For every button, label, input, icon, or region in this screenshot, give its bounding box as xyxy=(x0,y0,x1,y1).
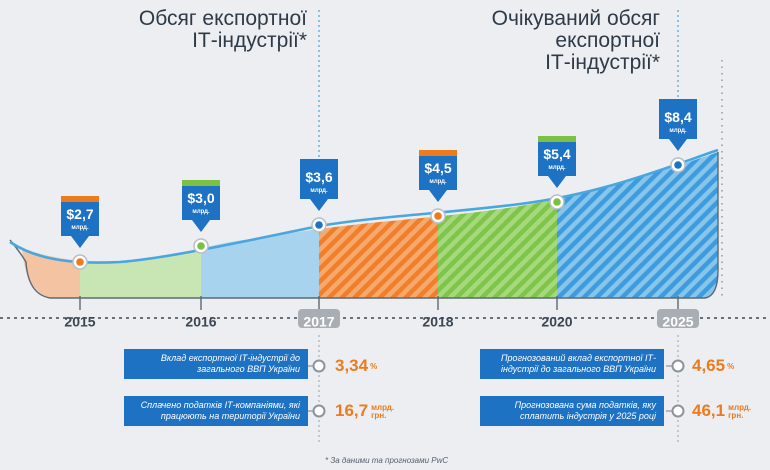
stat-connector-dot xyxy=(671,359,685,373)
stat-value-taxes-2025: 46,1 млрд. грн. xyxy=(692,401,751,421)
stat-connector-dot xyxy=(312,404,326,418)
stat-number-gdp-share-2017: 3,34 xyxy=(335,356,369,375)
stat-box-taxes-2017: Сплачено податків ІТ-компаніями, які пра… xyxy=(124,396,308,426)
stat-value-gdp-share-2025: 4,65% xyxy=(692,356,734,376)
marker-dot-2016 xyxy=(197,242,205,250)
chart-markers: $2,7млрд.$3,0млрд.$3,6млрд.$4,5млрд.$5,4… xyxy=(61,99,697,270)
stat-number-taxes-2017: 16,7 xyxy=(335,401,369,420)
stat-unit-gdp-share-2025: % xyxy=(727,361,735,371)
value-label-2015: $2,7 xyxy=(66,206,93,222)
stat-connector-dot xyxy=(671,404,685,418)
year-label-bg-2025 xyxy=(657,309,699,328)
unit-label-2018: млрд. xyxy=(429,179,447,185)
stat-text-gdp-share-2025: Прогнозований вклад експортної ІТ-індуст… xyxy=(500,353,656,374)
value-callout-2025: $8,4 млрд. xyxy=(659,99,697,173)
year-label-2017: 2017 xyxy=(303,314,334,330)
callout-tab xyxy=(182,180,220,186)
value-label-2016: $3,0 xyxy=(187,190,214,206)
unit-label-2017: млрд. xyxy=(310,188,328,194)
marker-dot-2025 xyxy=(674,161,682,169)
value-label-2020: $5,4 xyxy=(543,146,570,162)
callout-tab xyxy=(300,159,338,165)
unit-label-2015: млрд. xyxy=(71,225,89,231)
area-segment-2018 xyxy=(319,152,438,298)
title-expected-line-1: Очікуваний обсяг xyxy=(491,7,660,30)
stat-unit-line-1: млрд. xyxy=(728,402,752,412)
year-label-2025: 2025 xyxy=(662,314,693,330)
callout-tab xyxy=(419,150,457,156)
title-expected-line-3: ІТ-індустрії* xyxy=(545,51,660,74)
stat-unit-taxes-2025: млрд. грн. xyxy=(728,402,752,420)
callout-tab xyxy=(61,196,99,202)
year-label-2015: 2015 xyxy=(64,314,95,330)
year-label-2018: 2018 xyxy=(422,314,453,330)
stat-unit-taxes-2017: млрд. грн. xyxy=(371,402,395,420)
value-callout-2015: $2,7 млрд. xyxy=(61,196,99,270)
callout-tab xyxy=(659,99,697,105)
value-callout-2017: $3,6 млрд. xyxy=(300,159,338,233)
value-callout-2018: $4,5 млрд. xyxy=(419,150,457,224)
unit-label-2016: млрд. xyxy=(192,209,210,215)
value-label-2018: $4,5 xyxy=(424,160,451,176)
stat-unit-line-1: млрд. xyxy=(371,402,395,412)
marker-dot-2018 xyxy=(434,212,442,220)
value-callout-2020: $5,4 млрд. xyxy=(538,136,576,210)
stat-unit-line-2: грн. xyxy=(728,410,744,420)
trend-line xyxy=(9,148,719,264)
title-expected-line-2: експортної xyxy=(555,29,660,52)
stat-connector-dot xyxy=(312,359,326,373)
unit-label-2020: млрд. xyxy=(548,165,566,171)
marker-dot-2015 xyxy=(76,258,84,266)
value-label-2017: $3,6 xyxy=(305,169,332,185)
unit-label-2025: млрд. xyxy=(669,128,687,134)
callout-tab xyxy=(538,136,576,142)
value-label-2025: $8,4 xyxy=(664,109,691,125)
stat-box-gdp-share-2025: Прогнозований вклад експортної ІТ-індуст… xyxy=(480,349,664,379)
chart-decorations xyxy=(318,10,723,445)
stat-text-taxes-2025: Прогнозована сума податків, яку сплатить… xyxy=(514,400,656,421)
stat-text-taxes-2017: Сплачено податків ІТ-компаніями, які пра… xyxy=(140,400,300,421)
stat-value-taxes-2017: 16,7 млрд. грн. xyxy=(335,401,394,421)
stat-box-taxes-2025: Прогнозована сума податків, яку сплатить… xyxy=(480,396,664,426)
stat-unit-gdp-share-2017: % xyxy=(370,361,378,371)
marker-dot-2020 xyxy=(553,198,561,206)
callout-bubble xyxy=(538,142,576,188)
callout-bubble xyxy=(659,105,697,151)
marker-dot-2017 xyxy=(315,221,323,229)
year-label-2020: 2020 xyxy=(541,314,572,330)
stat-number-gdp-share-2025: 4,65 xyxy=(692,356,726,375)
stat-value-gdp-share-2017: 3,34% xyxy=(335,356,377,376)
chart-lines xyxy=(9,148,719,299)
stat-connectors xyxy=(307,359,685,418)
area-outline xyxy=(9,152,719,299)
year-label-bg-2017 xyxy=(298,309,340,328)
area-segment-2020 xyxy=(438,152,557,298)
title-current-line-1: Обсяг експортної xyxy=(138,7,307,30)
callout-bubble xyxy=(61,202,99,248)
stat-number-taxes-2025: 46,1 xyxy=(692,401,726,420)
callout-bubble xyxy=(182,186,220,232)
stat-text-gdp-share-2017: Вклад експортної ІТ-індустрії до загальн… xyxy=(160,353,300,374)
timeline: 2015 2016 2017 2018 2020 2025 xyxy=(0,296,770,330)
value-callout-2016: $3,0 млрд. xyxy=(182,180,220,254)
callout-bubble xyxy=(300,165,338,211)
year-label-2016: 2016 xyxy=(185,314,216,330)
chart-area-segments xyxy=(22,152,718,298)
title-current-line-2: ІТ-індустрії* xyxy=(192,29,307,52)
footnote: * За даними та прогнозами PwC xyxy=(325,456,449,465)
callout-bubble xyxy=(419,156,457,202)
title-expected-export: Очікуваний обсяг експортної ІТ-індустрії… xyxy=(470,8,660,74)
stat-box-gdp-share-2017: Вклад експортної ІТ-індустрії до загальн… xyxy=(124,349,308,379)
stat-unit-line-2: грн. xyxy=(371,410,387,420)
title-current-export: Обсяг експортної ІТ-індустрії* xyxy=(122,8,307,52)
